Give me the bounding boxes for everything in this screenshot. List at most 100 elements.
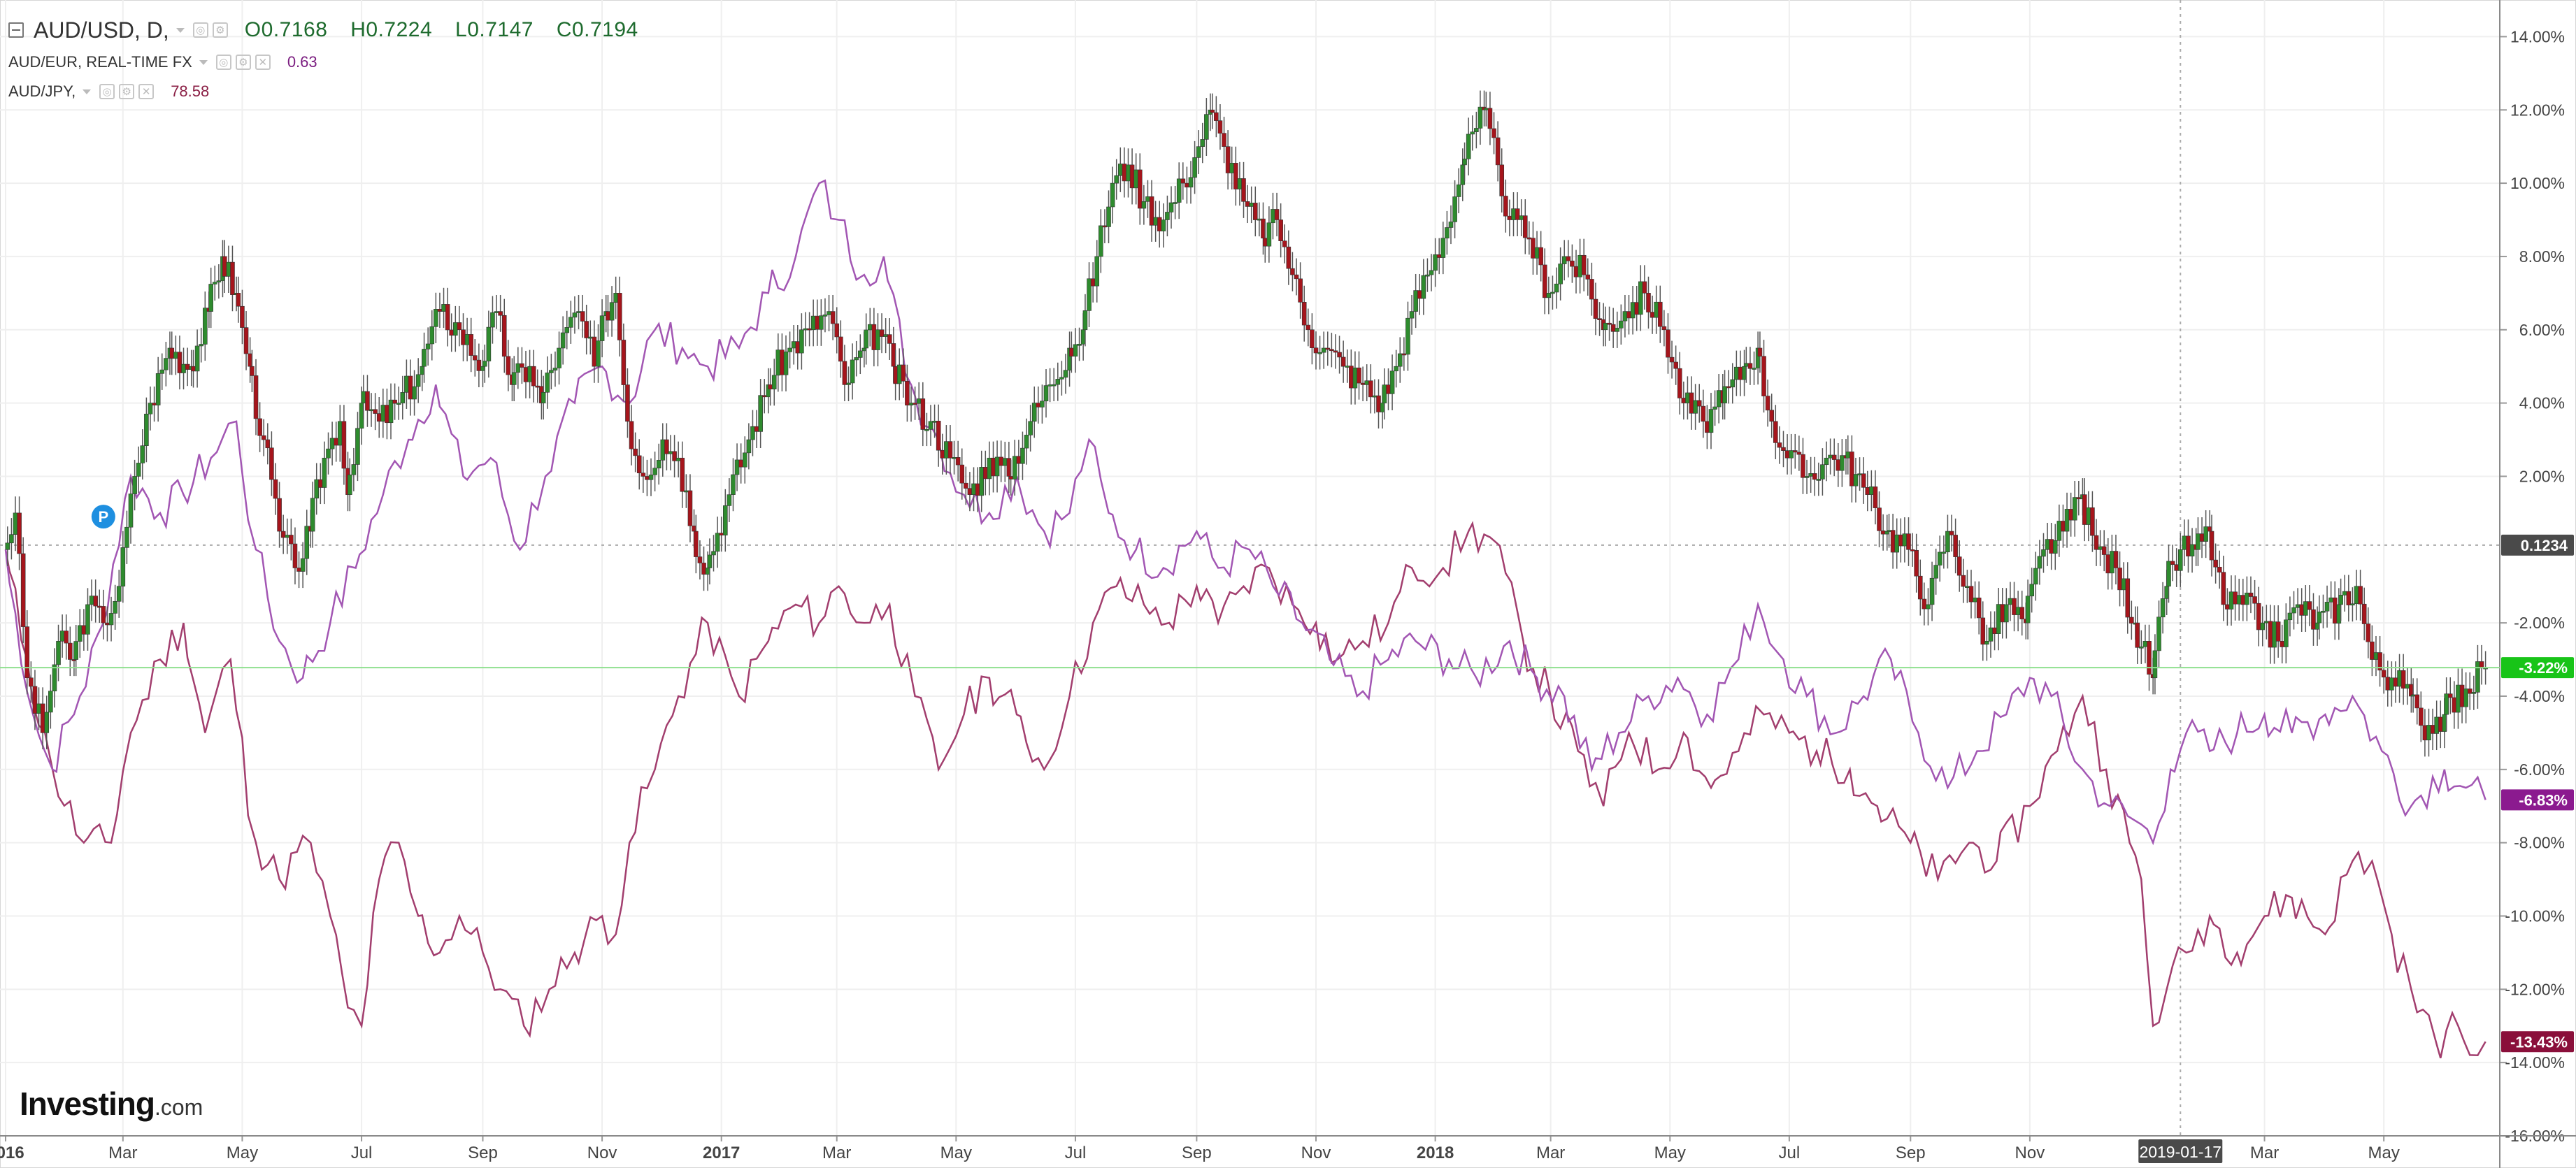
candle-body bbox=[148, 403, 153, 414]
candle-body bbox=[1869, 486, 1874, 495]
candle-body bbox=[1570, 260, 1575, 267]
candle-body bbox=[9, 534, 14, 544]
candle-body bbox=[1448, 222, 1454, 228]
candle-body bbox=[2354, 586, 2359, 605]
candle-body bbox=[1976, 598, 1982, 619]
candle-body bbox=[334, 438, 338, 446]
gear-icon[interactable]: ⚙ bbox=[235, 55, 251, 70]
candle-body bbox=[2389, 677, 2394, 691]
candle-body bbox=[29, 677, 34, 687]
candle-body bbox=[2129, 617, 2134, 623]
candle-body bbox=[2475, 661, 2480, 693]
eye-icon[interactable]: ◎ bbox=[215, 55, 231, 70]
candle-body bbox=[758, 395, 763, 432]
candle-body bbox=[1988, 627, 1994, 642]
candle-body bbox=[425, 343, 431, 349]
candle-body bbox=[1401, 353, 1407, 356]
jpy-last-value: 78.58 bbox=[171, 82, 210, 100]
candle-body bbox=[216, 280, 222, 282]
candle-body bbox=[1491, 128, 1496, 138]
candle-body bbox=[2287, 612, 2293, 621]
candle-body bbox=[1087, 278, 1092, 311]
investing-logo: Investing.com bbox=[20, 1085, 203, 1123]
candle-body bbox=[1808, 473, 1813, 477]
chevron-down-icon[interactable] bbox=[176, 27, 185, 33]
candle-body bbox=[857, 350, 863, 358]
candle-body bbox=[2381, 670, 2387, 678]
candle-body bbox=[1145, 196, 1150, 202]
candle-body bbox=[476, 359, 482, 371]
candle-body bbox=[1845, 452, 1851, 459]
candle-body bbox=[437, 309, 443, 312]
candle-body bbox=[783, 352, 789, 375]
candle-body bbox=[1922, 598, 1927, 610]
candle-body bbox=[2447, 693, 2453, 698]
candle-body bbox=[2068, 509, 2073, 521]
event-marker[interactable] bbox=[91, 505, 115, 529]
candle-body bbox=[2414, 694, 2420, 709]
candle-body bbox=[2295, 604, 2300, 608]
main-symbol-label[interactable]: AUD/USD, D, bbox=[34, 17, 169, 43]
candle-body bbox=[32, 686, 38, 714]
gear-icon[interactable]: ⚙ bbox=[119, 84, 135, 99]
candle-body bbox=[1031, 403, 1037, 422]
aud-jpy-line[interactable] bbox=[4, 521, 2486, 1059]
candle-body bbox=[13, 512, 18, 535]
candle-body bbox=[2037, 556, 2042, 569]
candle-body bbox=[1937, 551, 1942, 565]
candle-body bbox=[373, 409, 378, 414]
candle-body bbox=[48, 691, 53, 713]
candle-body bbox=[1278, 219, 1283, 241]
candle-body bbox=[1861, 473, 1866, 488]
candle-body bbox=[1274, 209, 1280, 220]
candle-body bbox=[1008, 476, 1013, 480]
candle-body bbox=[2463, 688, 2468, 707]
candle-body bbox=[617, 293, 622, 340]
candle-body bbox=[959, 464, 965, 484]
candle-body bbox=[1349, 366, 1354, 389]
candle-body bbox=[633, 448, 638, 456]
candle-body bbox=[457, 322, 462, 331]
candle-body bbox=[815, 315, 820, 330]
gear-icon[interactable]: ⚙ bbox=[212, 22, 228, 38]
candle-body bbox=[368, 409, 374, 412]
jpy-symbol-label[interactable]: AUD/JPY, bbox=[8, 82, 76, 100]
candle-body bbox=[185, 363, 190, 370]
aud-usd-candles[interactable] bbox=[5, 90, 2488, 757]
close-icon[interactable]: ✕ bbox=[138, 84, 155, 99]
x-tick-label: Sep bbox=[468, 1144, 498, 1162]
candle-body bbox=[2471, 692, 2477, 694]
aud-eur-line[interactable] bbox=[4, 179, 2486, 846]
eye-icon[interactable]: ◎ bbox=[99, 84, 115, 99]
candle-body bbox=[2393, 677, 2398, 687]
aud-jpy-last-badge-bg bbox=[2501, 1031, 2574, 1053]
candle-body bbox=[285, 535, 290, 538]
candle-body bbox=[1047, 384, 1052, 387]
eye-icon[interactable]: ◎ bbox=[192, 22, 208, 38]
candle-body bbox=[2370, 641, 2375, 660]
candle-body bbox=[1917, 575, 1923, 600]
chevron-down-icon[interactable] bbox=[199, 59, 208, 65]
y-tick-label: 4.00% bbox=[2519, 394, 2565, 412]
candle-body bbox=[905, 381, 910, 405]
candle-body bbox=[2410, 694, 2416, 697]
candle-body bbox=[77, 625, 83, 642]
candle-body bbox=[2342, 591, 2347, 596]
y-tick-label: -12.00% bbox=[2505, 980, 2565, 998]
eur-symbol-label[interactable]: AUD/EUR, REAL-TIME FX bbox=[8, 53, 192, 71]
candle-body bbox=[1965, 586, 1970, 589]
chevron-down-icon[interactable] bbox=[83, 89, 92, 94]
candle-body bbox=[1069, 347, 1074, 357]
candle-body bbox=[1487, 108, 1493, 129]
candle-body bbox=[908, 403, 914, 405]
open-value: O0.7168 bbox=[244, 18, 328, 41]
candle-body bbox=[1196, 146, 1201, 158]
candle-body bbox=[834, 323, 840, 338]
candle-body bbox=[380, 405, 386, 422]
collapse-legend-icon[interactable] bbox=[8, 22, 24, 38]
aud-jpy-last-badge: -13.43% bbox=[2510, 1033, 2568, 1051]
close-icon[interactable]: ✕ bbox=[255, 55, 271, 70]
candle-body bbox=[1161, 219, 1166, 231]
